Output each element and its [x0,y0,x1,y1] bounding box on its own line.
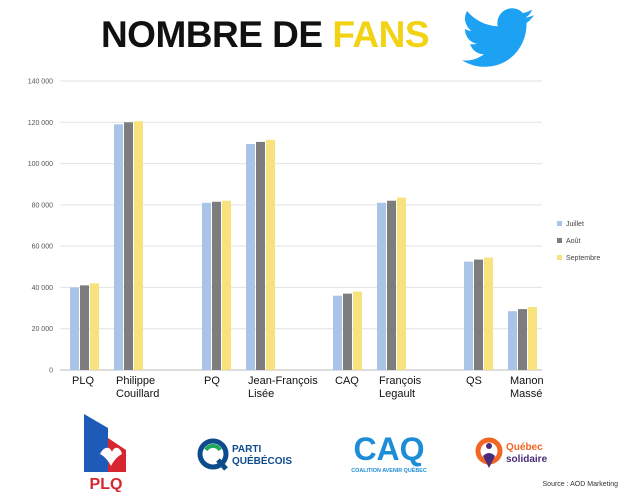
bar [80,285,89,370]
x-category-label: PLQ [72,375,94,387]
chart-bars [70,121,537,371]
twitter-bird-icon [462,8,534,67]
y-tick-label: 20 000 [32,326,54,333]
x-category-label: Philippe Couillard [116,375,159,400]
bar [266,139,275,370]
legend-label: Juillet [566,221,584,228]
bar [484,257,493,370]
y-axis-tick-labels: 0 20 000 40 000 60 000 80 000 100 000 120 000 1… [28,79,53,375]
x-category-label: François Legault [379,375,422,400]
plq-logo-text: PLQ [90,476,123,492]
bar [343,293,352,370]
bar [353,291,362,370]
chart-title: NOMBRE DE FANS [0,14,530,56]
bar [508,311,517,370]
x-category-label-line: QS [466,375,482,387]
bar [70,287,79,370]
x-category-label-line: PQ [204,375,220,387]
source-note: Source : AOD Marketing [542,481,618,488]
x-category-label-line: Manon [510,375,544,387]
bar [256,141,265,370]
x-axis-category-labels: PLQ Philippe Couillard PQ Jean-François Lisée… [72,375,544,400]
caq-logo-text: CAQ [353,431,424,467]
bar [474,259,483,370]
bar [212,201,221,370]
x-category-label-line: Massé [510,388,542,400]
bar [246,143,255,370]
x-category-label-line: Couillard [116,388,159,400]
bar [134,121,143,370]
y-tick-label: 80 000 [32,202,54,209]
chart-legend: Juillet Août Septembre [557,221,600,262]
bar [528,307,537,370]
y-tick-label: 0 [49,368,53,375]
bar [202,202,211,370]
x-category-label-line: Philippe [116,375,155,387]
x-category-label: Jean-François Lisée [248,375,318,400]
bar [114,124,123,370]
plq-logo: PLQ [84,414,126,492]
legend-swatch [557,255,562,260]
x-category-label-line: Legault [379,388,415,400]
y-tick-label: 40 000 [32,285,54,292]
qs-logo: Québec solidaire [475,437,548,468]
pq-logo-line2: QUÉBÉCOIS [232,454,292,467]
legend-swatch [557,238,562,243]
legend-swatch [557,221,562,226]
x-category-label: QS [466,375,482,387]
x-category-label: CAQ [335,375,359,387]
x-category-label-line: Lisée [248,388,274,400]
title-accent: FANS [332,14,430,55]
caq-logo-subtitle: COALITION AVENIR QUÉBEC [351,466,427,474]
y-tick-label: 60 000 [32,244,54,251]
bar [90,283,99,370]
legend-label: Septembre [566,255,600,262]
bar [464,261,473,370]
y-tick-label: 100 000 [28,161,53,168]
bar [518,309,527,370]
title-main: NOMBRE DE [100,14,333,55]
bar [333,295,342,370]
legend-label: Août [566,238,580,245]
qs-logo-line2: solidaire [506,454,548,465]
pq-logo-line1: PARTI [232,444,261,455]
y-tick-label: 140 000 [28,79,53,86]
x-category-label-line: Jean-François [248,375,318,387]
bar [387,200,396,370]
x-category-label-line: PLQ [72,375,94,387]
x-category-label: PQ [204,375,220,387]
bar [397,197,406,370]
qs-logo-line1: Québec [506,442,543,453]
caq-logo: CAQ COALITION AVENIR QUÉBEC [351,431,427,474]
x-category-label-line: CAQ [335,375,359,387]
x-category-label: Manon Massé [510,375,544,400]
bar [377,202,386,370]
x-category-label-line: François [379,375,422,387]
pq-logo: PARTI QUÉBÉCOIS [197,438,292,471]
bar [124,122,133,371]
bar [222,200,231,370]
y-tick-label: 120 000 [28,120,53,127]
